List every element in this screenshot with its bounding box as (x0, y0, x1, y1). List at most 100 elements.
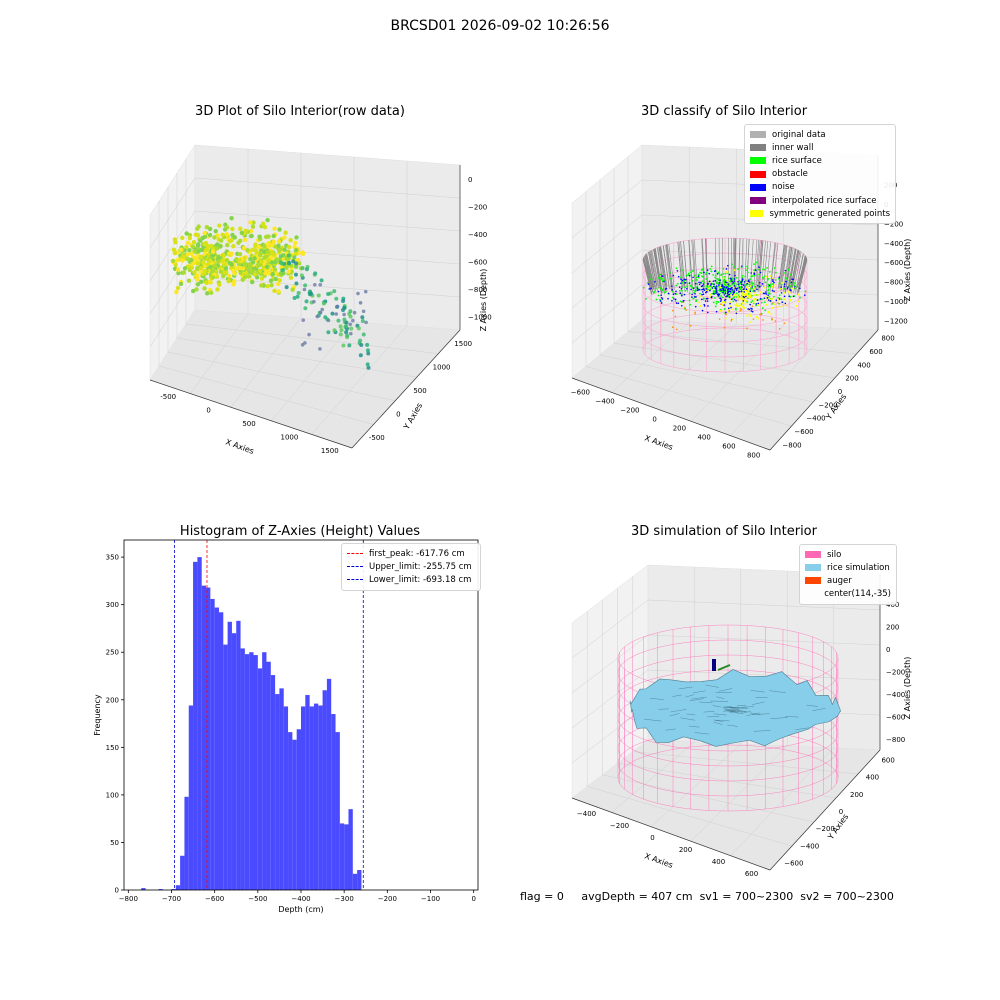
legend-swatch (750, 197, 766, 205)
data-point (286, 253, 291, 258)
noise-point (698, 288, 701, 291)
symmetric-point (765, 275, 768, 278)
data-point (215, 242, 220, 247)
rice-surface-point (799, 296, 801, 299)
inner-wall-point (688, 240, 693, 293)
histogram-bar (266, 661, 271, 890)
noise-point (747, 308, 749, 310)
obstacle-point (685, 309, 687, 311)
noise-point (701, 309, 704, 312)
data-point (249, 269, 254, 274)
y-tick-label: 50 (110, 839, 119, 847)
surface-contour (769, 690, 786, 693)
symmetric-point (726, 279, 729, 282)
noise-point (703, 305, 706, 307)
noise-point (677, 302, 680, 305)
symmetric-point (779, 287, 782, 290)
symmetric-point (726, 310, 729, 313)
noise-point (723, 294, 726, 296)
noise-point (700, 285, 703, 288)
noise-point (727, 293, 729, 296)
symmetric-point (758, 293, 761, 296)
data-point (242, 261, 248, 267)
rice-surface-point (702, 275, 704, 278)
rice-surface-point (788, 287, 791, 289)
rice-surface-point (713, 297, 716, 299)
data-point (178, 247, 184, 252)
data-point (220, 258, 225, 263)
noise-point (718, 282, 721, 284)
noise-point (692, 276, 694, 279)
noise-point (715, 285, 718, 288)
surface-contour (725, 709, 737, 711)
data-point (316, 293, 321, 298)
z-tick-label: 0 (886, 646, 890, 654)
data-point (269, 260, 274, 265)
silo-ring (642, 252, 808, 298)
symmetric-point (752, 301, 755, 304)
noise-point (731, 293, 734, 296)
data-point (170, 258, 176, 264)
noise-point (675, 290, 677, 293)
data-point (313, 271, 318, 276)
noise-point (733, 298, 736, 301)
rice-surface-point (642, 286, 645, 289)
noise-point (791, 278, 793, 281)
noise-point (724, 292, 727, 294)
rice-surface-point (679, 276, 682, 279)
data-point (276, 289, 281, 294)
rice-surface-point (804, 290, 807, 293)
rice-surface-point (770, 303, 773, 305)
rice-surface-point (680, 286, 683, 289)
data-point (262, 225, 268, 230)
noise-point (738, 286, 740, 289)
histogram-bar (348, 809, 353, 890)
rice-surface-point (711, 292, 714, 295)
data-point (286, 244, 292, 250)
noise-point (729, 290, 732, 293)
gridline (571, 249, 643, 309)
gridline (613, 342, 835, 379)
noise-point (803, 294, 806, 296)
noise-point (755, 303, 758, 305)
noise-point (683, 299, 685, 302)
surface-contour (644, 718, 662, 722)
noise-point (790, 281, 793, 284)
rice-surface-point (689, 303, 691, 306)
panel1-chart: -500 0 500 1000 1500 -500 0 500 1000 1500 0 −200 −40… (149, 144, 492, 456)
rice-surface-point (723, 282, 726, 285)
data-point (207, 232, 213, 238)
symmetric-point (754, 291, 757, 294)
legend-item: original data (750, 128, 890, 141)
histogram-bar (262, 652, 267, 890)
data-point (318, 310, 323, 315)
rice-surface-point (694, 290, 696, 293)
noise-point (714, 269, 717, 272)
histogram-bar (305, 695, 310, 890)
histogram-bar (223, 644, 228, 890)
gridline (571, 179, 643, 239)
gridline (176, 337, 417, 378)
rice-surface-point (783, 287, 786, 290)
data-point (303, 306, 308, 311)
gridline (617, 762, 837, 799)
gridline (651, 323, 737, 407)
rice-surface-point (749, 278, 751, 280)
rice-surface-point (741, 276, 744, 279)
x-tick-label: −600 (571, 389, 590, 397)
noise-point (715, 292, 717, 295)
obstacle-point (728, 310, 731, 312)
data-point (282, 261, 287, 266)
noise-point (703, 289, 706, 291)
symmetric-point (709, 293, 712, 296)
rice-surface-point (764, 281, 767, 284)
histogram-bar (331, 714, 336, 890)
symmetric-point (768, 297, 771, 300)
rice-surface-point (771, 283, 774, 285)
rice-surface-point (767, 283, 770, 286)
surface-contour (785, 716, 799, 718)
surface-contour (713, 713, 727, 716)
histogram-bar (218, 612, 224, 890)
gridline (587, 786, 793, 847)
noise-point (729, 288, 732, 291)
